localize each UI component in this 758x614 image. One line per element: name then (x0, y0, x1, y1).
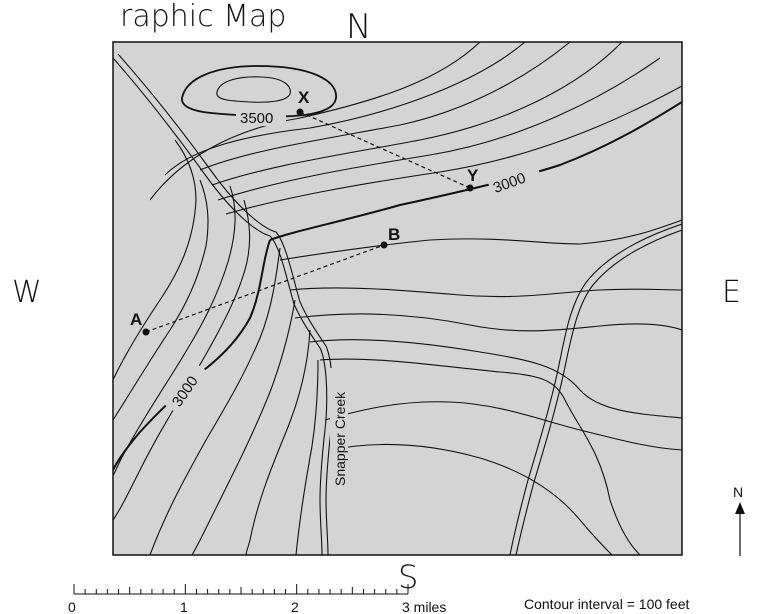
contour-line (113, 199, 251, 521)
compass-east-label: E (722, 275, 741, 310)
scale-tick-3: 3 miles (402, 599, 446, 614)
contour-line (225, 85, 682, 215)
contour-line (164, 42, 526, 176)
label-bg (162, 360, 210, 416)
road-southeast (509, 223, 682, 555)
contour-line (295, 359, 319, 555)
header-text: raphic Map (120, 0, 286, 34)
label-bg (236, 108, 286, 126)
hilltop-contour-inner (216, 76, 291, 103)
contour-3000-bold (269, 101, 682, 241)
contour-interval-note: Contour interval = 100 feet (524, 596, 689, 612)
contour-line (289, 287, 682, 298)
scale-tick-2: 2 (291, 599, 299, 614)
map-background (112, 41, 683, 556)
scale-bar (73, 584, 409, 595)
point-y-marker (466, 184, 474, 192)
label-bg (330, 368, 348, 486)
contour-line (217, 57, 661, 201)
contour-line (245, 329, 311, 555)
contour-line (113, 185, 236, 477)
contour-line (211, 42, 623, 186)
contour-line (324, 401, 682, 451)
contour-line (191, 299, 296, 555)
creek-label: Snapper Creek (332, 391, 348, 486)
contour-line (199, 42, 571, 171)
road-northwest (113, 53, 334, 555)
point-a-label: A (130, 310, 142, 329)
north-arrow: N (733, 484, 745, 556)
point-y-label: Y (467, 166, 479, 185)
point-b-label: B (388, 225, 400, 244)
point-b-marker (380, 241, 388, 249)
profile-line-xy (299, 111, 471, 189)
contour-line (319, 358, 641, 555)
contour-line (113, 179, 209, 421)
point-x-label: X (298, 88, 310, 107)
contour-line (149, 247, 281, 555)
scale-tick-1: 1 (180, 599, 188, 614)
contour-line (329, 443, 613, 555)
contour-line (113, 139, 197, 381)
compass-south-label: S (398, 558, 418, 596)
contour-label-3500: 3500 (240, 110, 273, 127)
north-arrow-label: N (733, 484, 743, 500)
north-arrow-icon (735, 502, 745, 514)
contour-line (294, 313, 682, 332)
point-a-marker (142, 328, 150, 336)
compass-north-label: N (346, 7, 371, 47)
contour-line (309, 339, 682, 419)
contour-line (279, 219, 682, 261)
point-x-marker (296, 108, 304, 116)
scale-tick-0: 0 (68, 599, 76, 614)
hilltop-contour-outer (181, 65, 337, 118)
contour-line (149, 42, 481, 201)
map-frame: X Y A B 3500 3000 3000 Snapper Creek (112, 41, 683, 556)
compass-west-label: W (12, 275, 42, 310)
profile-line-ab (145, 244, 385, 333)
label-bg (486, 159, 542, 197)
